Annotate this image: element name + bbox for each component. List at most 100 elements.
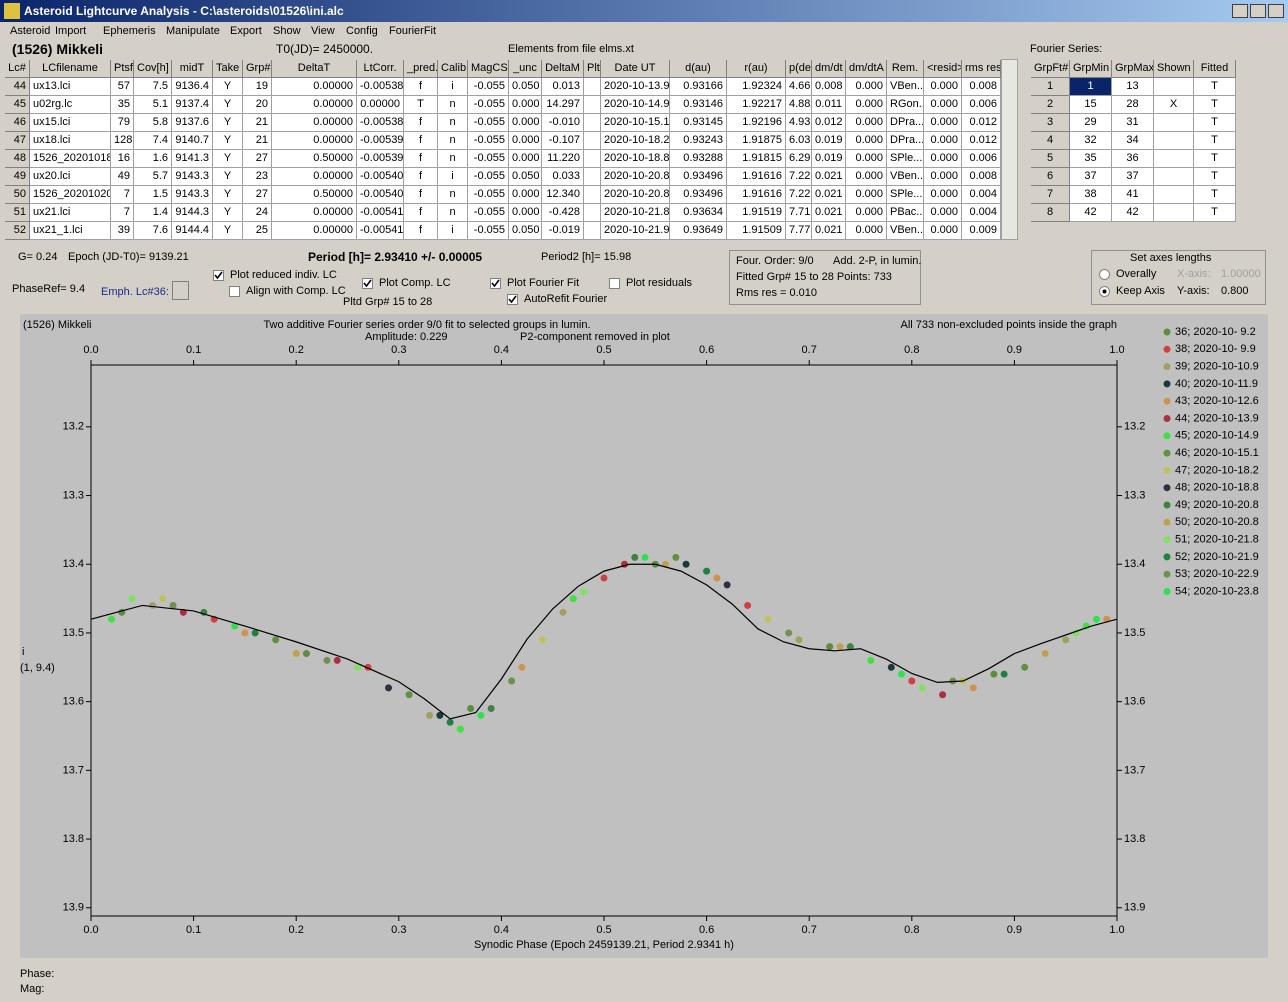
column-header: DeltaT xyxy=(272,60,357,78)
table-cell: 1526_20201018 xyxy=(30,150,111,168)
table-cell: 23 xyxy=(243,168,272,186)
menu-item[interactable]: Import xyxy=(55,25,87,37)
app-icon xyxy=(4,3,20,19)
menu-item[interactable]: Export xyxy=(230,25,262,37)
column-header: rms res xyxy=(962,60,1001,78)
table-cell xyxy=(584,96,601,114)
table-cell: 1.92196 xyxy=(727,114,786,132)
x-tick-label: 0.2 xyxy=(289,924,304,936)
table-cell: 2020-10-20.8 xyxy=(601,168,670,186)
checkbox-label[interactable]: Align with Comp. LC xyxy=(246,285,346,297)
data-point xyxy=(672,553,680,561)
y-tick-label: 13.3 xyxy=(1124,489,1145,501)
y-tick-label: 13.4 xyxy=(63,558,84,570)
table-cell: 16 xyxy=(111,150,134,168)
radio-label[interactable]: Keep Axis xyxy=(1116,285,1165,297)
table-cell: -0.00539 xyxy=(357,132,404,150)
radio[interactable] xyxy=(1099,286,1110,297)
radio-label[interactable]: Overally xyxy=(1116,268,1157,280)
table-scrollbar[interactable] xyxy=(1001,59,1018,240)
table-cell: VBen... xyxy=(887,78,924,96)
menu-item[interactable]: View xyxy=(311,25,335,37)
table-cell: 7.4 xyxy=(134,132,172,150)
checkbox[interactable] xyxy=(609,278,620,289)
checkbox[interactable] xyxy=(507,294,518,305)
data-point xyxy=(292,650,300,658)
table-cell: 0.011 xyxy=(812,96,846,114)
table-cell xyxy=(1154,204,1194,222)
data-point xyxy=(436,711,444,719)
epoch: Epoch (JD-T0)= 9139.21 xyxy=(68,251,189,263)
checkbox-label[interactable]: Plot Comp. LC xyxy=(379,277,451,289)
data-point xyxy=(898,670,906,678)
table-cell: T xyxy=(404,96,438,114)
table-cell: 5.7 xyxy=(134,168,172,186)
y-tick-label: 13.9 xyxy=(63,902,84,914)
row-header: 45 xyxy=(5,96,30,114)
column-header: dm/dt xyxy=(812,60,846,78)
checkbox[interactable] xyxy=(362,278,373,289)
maximize-button[interactable] xyxy=(1250,4,1266,18)
menu-item[interactable]: Config xyxy=(346,25,378,37)
amplitude: Amplitude: 0.229 xyxy=(365,331,448,343)
asteroid-name: (1526) Mikkeli xyxy=(12,41,104,57)
table-cell: 0.006 xyxy=(962,96,1001,114)
check-mark xyxy=(508,295,517,304)
checkbox[interactable] xyxy=(213,270,224,281)
x-tick-label: 0.8 xyxy=(904,924,919,936)
legend-marker xyxy=(1163,484,1171,492)
table-cell: n xyxy=(438,150,468,168)
phase-ref: PhaseRef= 9.4 xyxy=(12,283,86,295)
table-cell: 0.50000 xyxy=(272,150,357,168)
minimize-button[interactable] xyxy=(1232,4,1248,18)
menu-item[interactable]: Ephemeris xyxy=(103,25,156,37)
corner-label: (1526) Mikkeli xyxy=(23,319,91,331)
spinner[interactable] xyxy=(172,281,189,300)
data-point xyxy=(1000,670,1008,678)
checkbox-label[interactable]: AutoRefit Fourier xyxy=(524,293,608,305)
column-header: midT xyxy=(172,60,213,78)
table-cell xyxy=(1154,150,1194,168)
table-cell: 9144.3 xyxy=(172,204,213,222)
table-cell xyxy=(1154,114,1194,132)
data-point xyxy=(487,705,495,713)
emph-label: Emph. Lc#36: xyxy=(101,286,169,298)
table-cell xyxy=(584,78,601,96)
menu-item[interactable]: FourierFit xyxy=(389,25,437,37)
menu-item[interactable]: Asteroid xyxy=(10,25,51,37)
table-cell: 4.66 xyxy=(786,78,812,96)
radio[interactable] xyxy=(1099,269,1110,280)
row-header: 1 xyxy=(1031,78,1070,96)
table-cell: -0.019 xyxy=(542,222,584,240)
menu-item[interactable]: Show xyxy=(273,25,301,37)
checkbox-label[interactable]: Plot reduced indiv. LC xyxy=(230,269,337,281)
checkbox-label[interactable]: Plot residuals xyxy=(626,277,693,289)
table-cell: 13 xyxy=(1112,78,1154,96)
table-cell: 0.00000 xyxy=(272,132,357,150)
table-cell: 0.000 xyxy=(846,168,887,186)
column-header: dm/dtA xyxy=(846,60,887,78)
table-cell: 32 xyxy=(1070,132,1112,150)
close-button[interactable] xyxy=(1268,4,1284,18)
table-cell xyxy=(584,204,601,222)
table-cell: 0.000 xyxy=(924,150,962,168)
data-point xyxy=(385,684,393,692)
table-cell: 0.000 xyxy=(924,96,962,114)
checkbox-label[interactable]: Plot Fourier Fit xyxy=(507,277,580,289)
checkbox[interactable] xyxy=(229,286,240,297)
table-cell: 0.000 xyxy=(846,132,887,150)
table-cell: 27 xyxy=(243,150,272,168)
table-cell: 0.021 xyxy=(812,222,846,240)
table-cell: T xyxy=(1194,78,1236,96)
data-point xyxy=(682,560,690,568)
table-cell: T xyxy=(1194,114,1236,132)
data-point xyxy=(323,656,331,664)
fourier-title: Fourier Series: xyxy=(1030,43,1103,55)
title-bar xyxy=(0,0,1288,22)
data-point xyxy=(579,588,587,596)
checkbox[interactable] xyxy=(490,278,501,289)
t0-label: T0(JD)= 2450000. xyxy=(276,42,374,56)
column-header: Fitted xyxy=(1194,60,1236,78)
menu-item[interactable]: Manipulate xyxy=(166,25,220,37)
table-cell: 1.4 xyxy=(134,204,172,222)
